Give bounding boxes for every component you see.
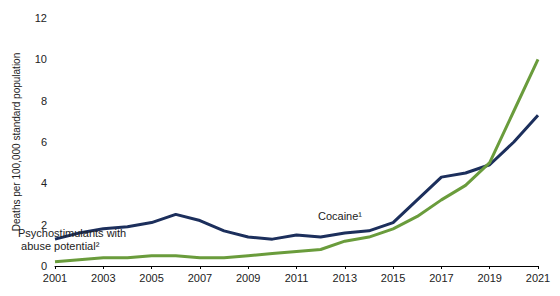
svg-text:Deaths per 100,000 standard po: Deaths per 100,000 standard population <box>11 53 22 231</box>
svg-text:2001: 2001 <box>43 272 67 284</box>
svg-text:2009: 2009 <box>236 272 260 284</box>
svg-text:Cocaine¹: Cocaine¹ <box>318 210 362 222</box>
svg-text:10: 10 <box>35 53 47 65</box>
svg-text:2013: 2013 <box>333 272 357 284</box>
svg-text:6: 6 <box>41 136 47 148</box>
svg-text:2005: 2005 <box>139 272 163 284</box>
svg-text:0: 0 <box>41 260 47 272</box>
svg-text:2017: 2017 <box>429 272 453 284</box>
svg-text:abuse potential²: abuse potential² <box>18 240 100 252</box>
svg-text:12: 12 <box>35 12 47 24</box>
svg-text:4: 4 <box>41 177 47 189</box>
svg-text:2003: 2003 <box>91 272 115 284</box>
svg-text:8: 8 <box>41 95 47 107</box>
svg-text:2007: 2007 <box>188 272 212 284</box>
svg-text:2021: 2021 <box>526 272 550 284</box>
svg-text:Psychostimulants with: Psychostimulants with <box>18 227 126 239</box>
svg-text:2: 2 <box>40 218 47 231</box>
svg-text:2019: 2019 <box>477 272 501 284</box>
svg-text:2015: 2015 <box>381 272 405 284</box>
svg-text:2011: 2011 <box>285 272 309 284</box>
